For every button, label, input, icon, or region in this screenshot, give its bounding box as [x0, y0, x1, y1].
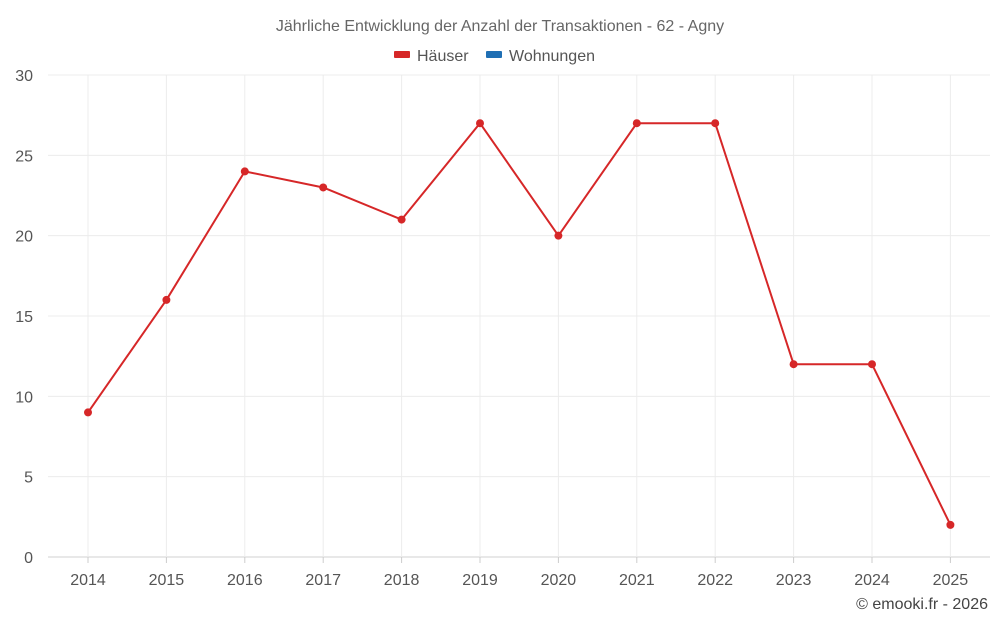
x-tick-label: 2025 [933, 572, 969, 589]
legend: Häuser Wohnungen [394, 48, 595, 65]
data-point-houses-2019[interactable] [476, 119, 484, 128]
y-tick-label: 20 [15, 229, 33, 246]
x-tick-label: 2020 [541, 572, 577, 589]
y-tick-label: 25 [15, 148, 33, 165]
data-point-houses-2015[interactable] [162, 295, 171, 304]
y-axis: 0 5 10 15 20 25 30 [15, 68, 33, 567]
y-tick-label: 0 [24, 550, 33, 567]
data-point-houses-2022[interactable] [711, 119, 720, 128]
x-tick-label: 2023 [776, 572, 812, 589]
data-point-houses-2023[interactable] [789, 360, 798, 369]
x-tick-label: 2014 [70, 572, 106, 589]
data-point-houses-2021[interactable] [632, 119, 641, 128]
legend-label-apartments: Wohnungen [509, 48, 595, 65]
data-point-houses-2024[interactable] [868, 360, 876, 369]
x-tick-label: 2017 [305, 572, 341, 589]
data-point-houses-2014[interactable] [84, 408, 92, 417]
x-tick-label: 2015 [149, 572, 185, 589]
data-point-houses-2025[interactable] [946, 520, 955, 529]
legend-label-houses: Häuser [417, 48, 469, 65]
y-tick-label: 10 [15, 389, 33, 406]
credit-text: © emooki.fr - 2026 [856, 596, 988, 613]
x-tick-label: 2022 [697, 572, 733, 589]
y-tick-label: 5 [24, 470, 33, 487]
chart-title: Jährliche Entwicklung der Anzahl der Tra… [276, 18, 724, 35]
data-point-houses-2016[interactable] [240, 167, 249, 176]
x-tick-label: 2024 [854, 572, 890, 589]
y-tick-label: 15 [15, 309, 33, 326]
data-point-houses-2020[interactable] [554, 231, 563, 240]
data-point-houses-2017[interactable] [319, 183, 328, 192]
x-axis: 2014 2015 2016 2017 2018 2019 2020 2021 2022 2023… [70, 557, 968, 589]
series-houses [84, 119, 955, 529]
x-tick-label: 2016 [227, 572, 263, 589]
x-tick-label: 2018 [384, 572, 420, 589]
series-line-houses [87, 122, 952, 526]
y-tick-label: 30 [15, 68, 33, 85]
legend-swatch-apartments [486, 51, 502, 58]
legend-swatch-houses [394, 51, 410, 58]
x-tick-label: 2019 [462, 572, 498, 589]
legend-item-houses[interactable]: Häuser [394, 48, 469, 65]
x-tick-label: 2021 [619, 572, 655, 589]
grid [48, 74, 990, 558]
data-point-houses-2018[interactable] [397, 215, 406, 224]
legend-item-apartments[interactable]: Wohnungen [486, 48, 595, 65]
